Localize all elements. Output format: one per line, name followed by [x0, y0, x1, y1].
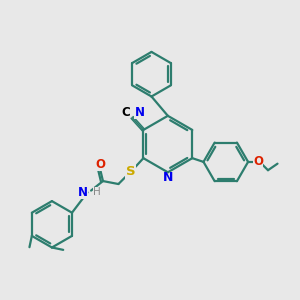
- Text: H: H: [93, 188, 101, 197]
- Text: O: O: [95, 158, 105, 171]
- Text: N: N: [163, 171, 174, 184]
- Text: O: O: [254, 155, 263, 168]
- Text: S: S: [126, 165, 136, 178]
- Text: N: N: [77, 186, 88, 199]
- Text: C: C: [121, 106, 130, 118]
- Text: N: N: [134, 106, 145, 118]
